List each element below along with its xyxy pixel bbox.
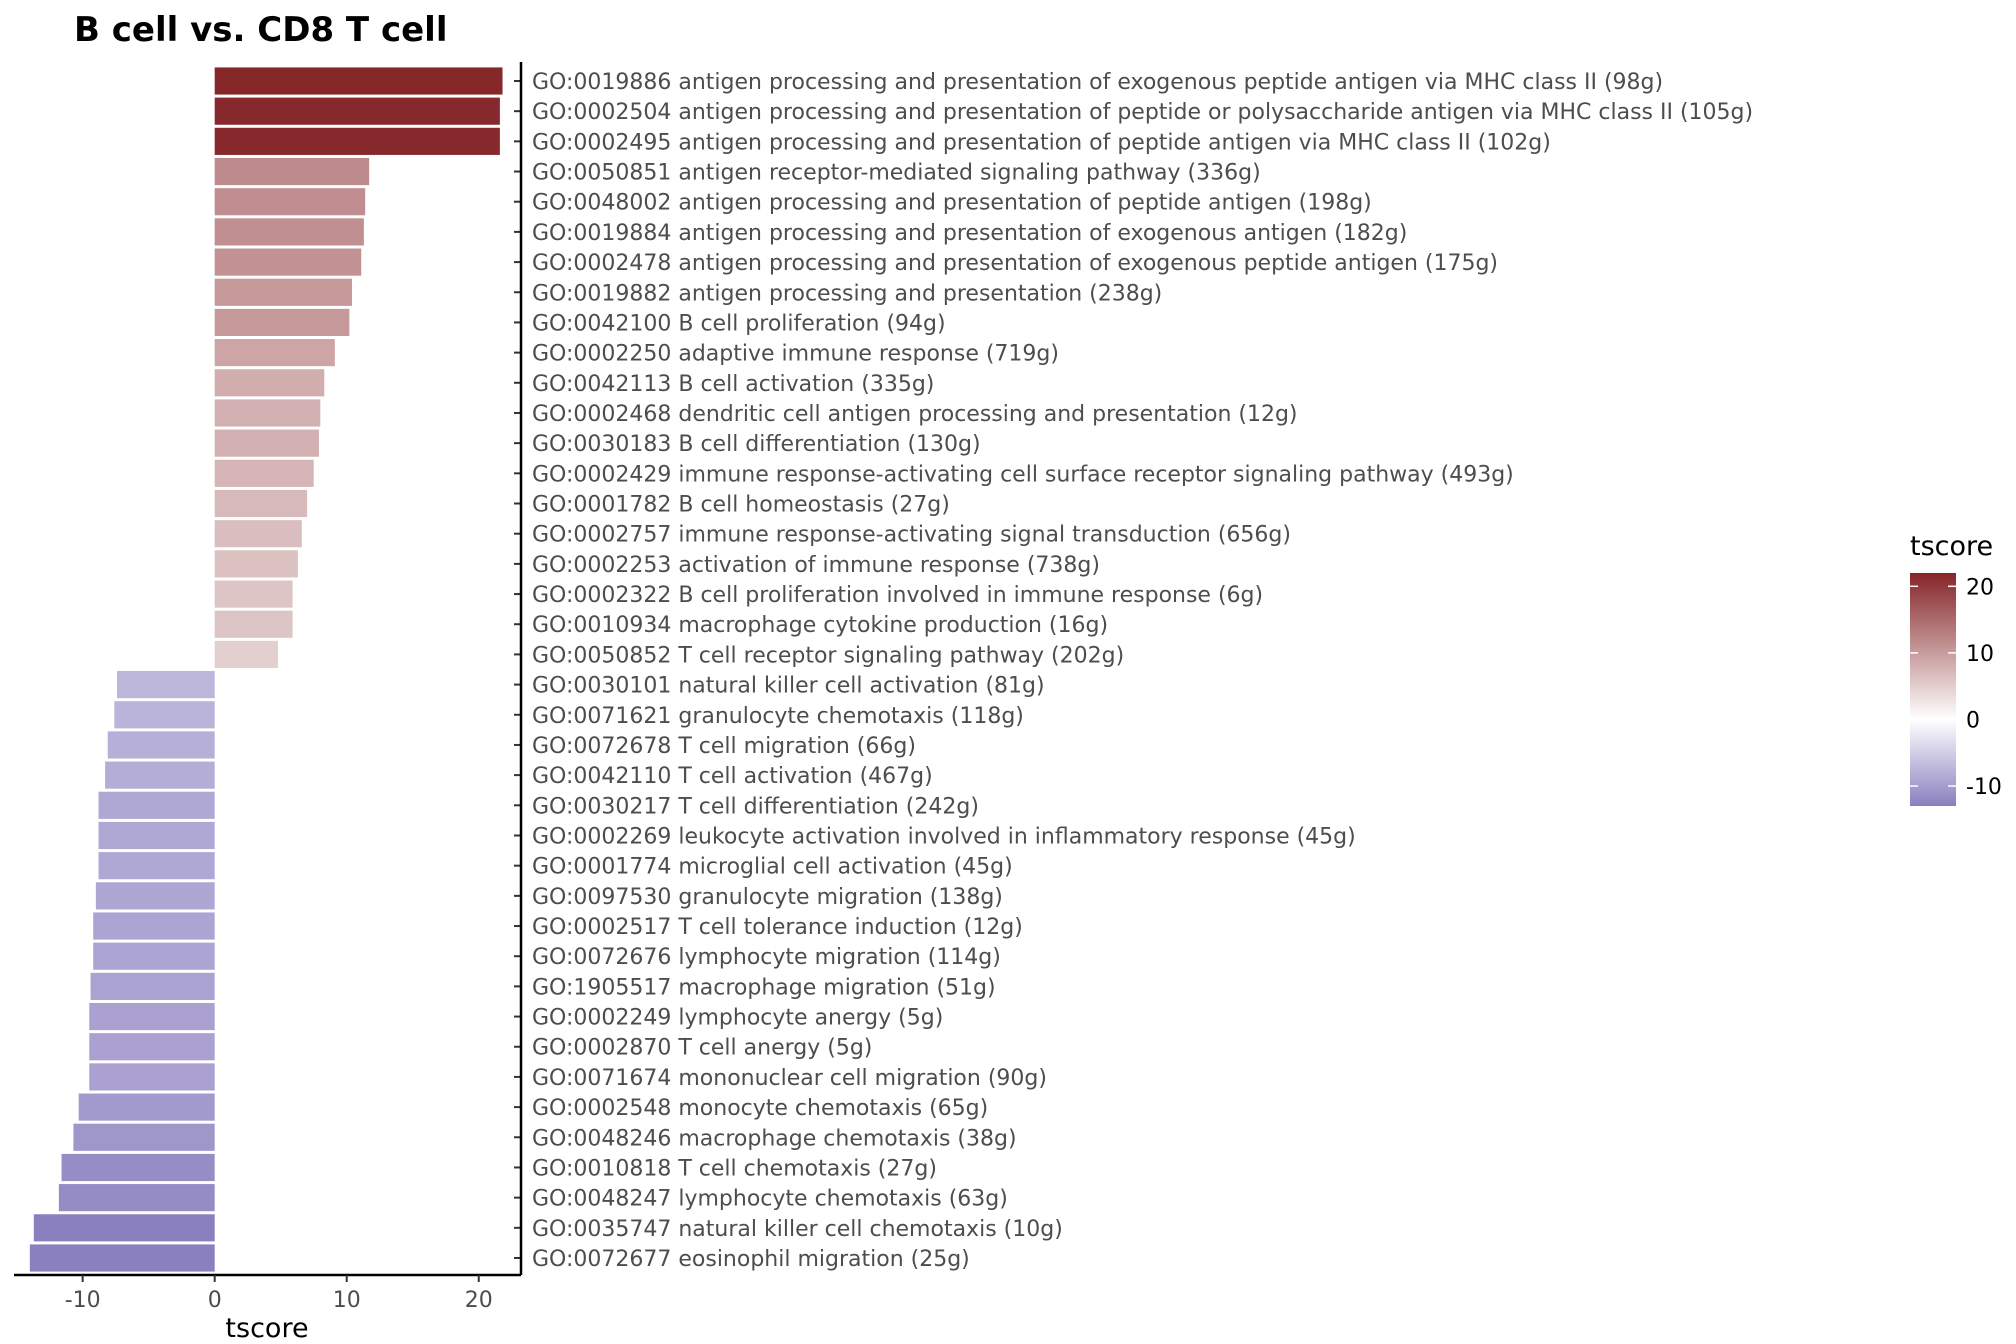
bar [214,248,362,276]
bar [61,1153,215,1182]
bar [90,972,215,1000]
category-label: GO:0048246 macrophage chemotaxis (38g) [532,1126,1017,1151]
bar [93,942,215,970]
bar [214,339,335,367]
bar [98,821,215,850]
category-label: GO:0050852 T cell receptor signaling pat… [532,643,1124,668]
bar [105,761,215,789]
bar [214,188,366,216]
category-label: GO:0019882 antigen processing and presen… [532,281,1162,306]
category-label: GO:0002322 B cell proliferation involved… [532,583,1263,608]
bar [214,640,279,668]
bar [73,1123,215,1151]
category-label: GO:0030101 natural killer cell activatio… [532,674,1045,699]
category-label: GO:0010934 macrophage cytokine productio… [532,613,1108,638]
category-label: GO:0042100 B cell proliferation (94g) [532,311,946,336]
bar [214,308,350,337]
bar [58,1184,215,1212]
category-label: GO:0030183 B cell differentiation (130g) [532,432,981,457]
bar [214,67,503,95]
chart-title: B cell vs. CD8 T cell [74,10,448,50]
x-axis: -10 0 10 20 [14,1273,521,1313]
bar [214,97,500,125]
bar [89,1063,215,1091]
bar [78,1093,215,1121]
category-label: GO:0019886 antigen processing and presen… [532,70,1663,95]
category-label: GO:0002250 adaptive immune response (719… [532,342,1059,367]
category-label: GO:0002249 lymphocyte anergy (5g) [532,1006,943,1031]
legend-tick-label: 20 [1966,575,1994,600]
category-label: GO:0048247 lymphocyte chemotaxis (63g) [532,1187,1008,1212]
x-tick-label: 20 [465,1288,493,1313]
category-label: GO:0002253 activation of immune response… [532,553,1100,578]
bar [116,671,215,699]
x-tick-label: 0 [208,1288,222,1313]
x-tick-label: 10 [333,1288,361,1313]
bar [214,520,302,548]
category-label: GO:0002468 dendritic cell antigen proces… [532,402,1298,427]
legend: tscore 20 10 0 -10 [1910,531,2002,806]
category-label: GO:0035747 natural killer cell chemotaxi… [532,1217,1063,1242]
bar [93,912,215,940]
bar [214,610,293,638]
category-label: GO:0072677 eosinophil migration (25g) [532,1247,970,1272]
bar [29,1244,215,1272]
legend-tick-label: -10 [1966,775,2002,800]
bar [214,157,370,186]
category-label: GO:0050851 antigen receptor-mediated sig… [532,161,1261,186]
category-label: GO:0002757 immune response-activating si… [532,523,1291,548]
category-label: GO:0030217 T cell differentiation (242g) [532,794,979,819]
category-label: GO:0072678 T cell migration (66g) [532,734,916,759]
category-label: GO:0019884 antigen processing and presen… [532,221,1407,246]
category-label: GO:1905517 macrophage migration (51g) [532,975,996,1000]
bar [214,278,352,306]
category-label: GO:0042110 T cell activation (467g) [532,764,933,789]
category-label: GO:0002478 antigen processing and presen… [532,251,1498,276]
category-label: GO:0002517 T cell tolerance induction (1… [532,915,1023,940]
bar [214,127,500,155]
bar [214,550,298,578]
category-label: GO:0097530 granulocyte migration (138g) [532,885,1003,910]
category-label: GO:0002495 antigen processing and presen… [532,130,1551,155]
category-label: GO:0048002 antigen processing and presen… [532,191,1372,216]
category-label: GO:0071674 mononuclear cell migration (9… [532,1066,1047,1091]
bar [214,489,308,518]
bar [33,1214,215,1242]
legend-tick-label: 0 [1966,708,1980,733]
category-label: GO:0010818 T cell chemotaxis (27g) [532,1156,937,1181]
bar [114,701,215,729]
bar [214,580,293,608]
category-label: GO:0072676 lymphocyte migration (114g) [532,945,1001,970]
category-label: GO:0002269 leukocyte activation involved… [532,824,1356,849]
x-tick-label: -10 [65,1288,101,1313]
category-label: GO:0042113 B cell activation (335g) [532,372,934,397]
bar [98,791,215,819]
bar [214,429,319,457]
category-label: GO:0071621 granulocyte chemotaxis (118g) [532,704,1024,729]
category-label: GO:0001782 B cell homeostasis (27g) [532,493,950,518]
category-label: GO:0002429 immune response-activating ce… [532,462,1514,487]
category-label: GO:0002548 monocyte chemotaxis (65g) [532,1096,988,1121]
bar [95,882,215,910]
bar [214,218,364,246]
category-label: GO:0001774 microglial cell activation (4… [532,855,1013,880]
bar [214,369,325,397]
bar [214,459,314,487]
x-axis-title: tscore [225,1313,308,1344]
bar [89,1033,215,1061]
legend-tick-label: 10 [1966,642,1994,667]
bar [214,399,321,427]
bar [107,731,215,759]
legend-title: tscore [1910,531,1993,562]
bar [98,852,215,880]
legend-ticks: 20 10 0 -10 [1910,575,2002,800]
category-labels: GO:0019886 antigen processing and presen… [514,70,1753,1272]
bar [89,1002,215,1031]
bars-group [29,67,503,1272]
category-label: GO:0002504 antigen processing and presen… [532,100,1753,125]
category-label: GO:0002870 T cell anergy (5g) [532,1036,872,1061]
legend-colorbar [1910,573,1956,806]
